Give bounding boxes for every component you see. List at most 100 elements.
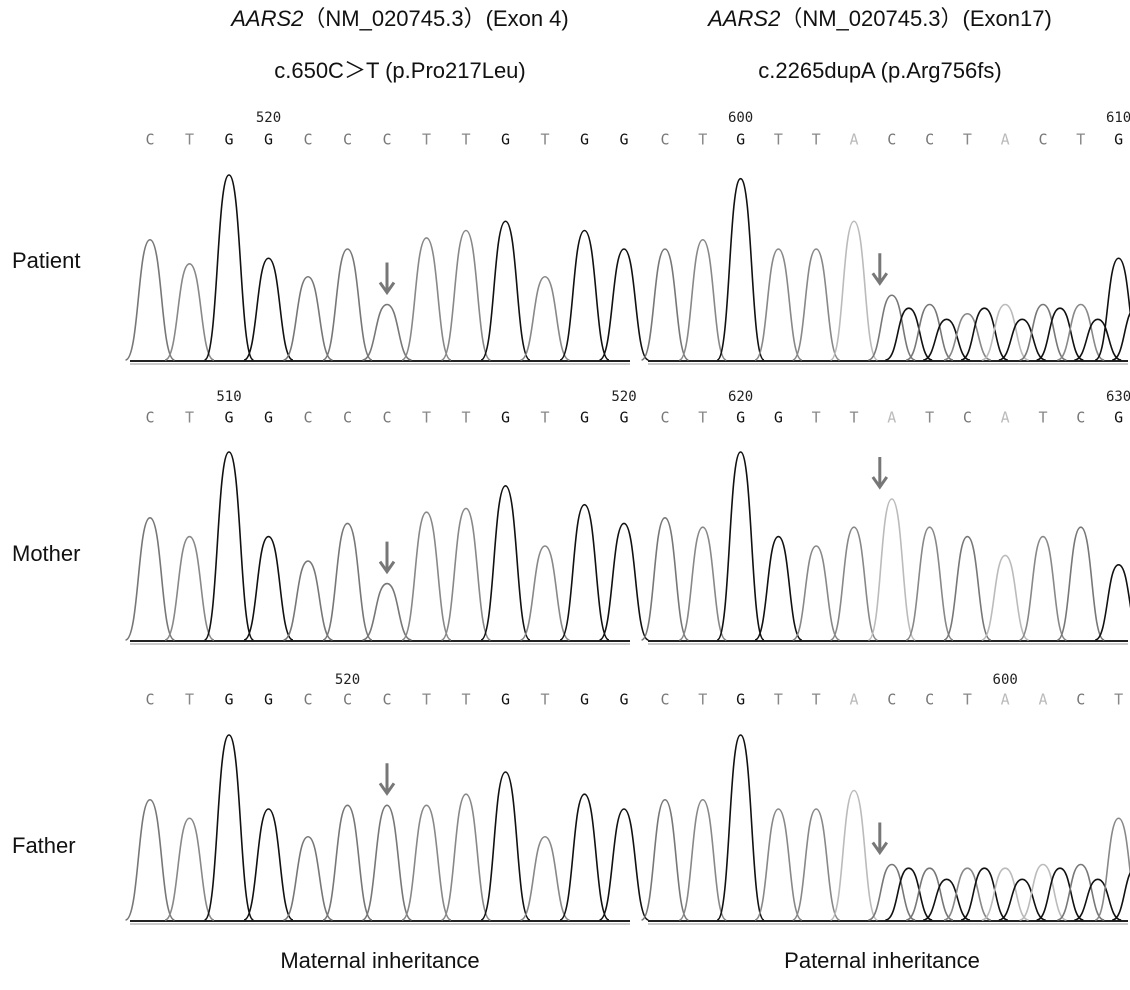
trace-peak	[982, 555, 1029, 640]
trace-peak	[831, 527, 878, 640]
base-call: C	[887, 691, 896, 709]
trace-peak	[244, 258, 293, 360]
trace-peak	[868, 865, 915, 921]
inheritance: Maternal inheritance	[280, 948, 479, 973]
base-call: T	[1076, 131, 1085, 149]
base-call: A	[887, 409, 896, 427]
arrow	[380, 542, 394, 572]
base-call: T	[1038, 409, 1047, 427]
base-call: T	[422, 691, 431, 709]
base-call: C	[963, 409, 972, 427]
base-call: C	[660, 131, 669, 149]
base-call: C	[145, 409, 154, 427]
trace-peak	[521, 277, 570, 360]
figure: AARS2（NM_020745.3）(Exon 4) c.650C＞T (p.P…	[0, 0, 1130, 985]
base-call: T	[963, 691, 972, 709]
trace-peak	[244, 537, 293, 640]
variant: c.2265dupA (p.Arg756fs)	[758, 58, 1001, 83]
base-call: T	[422, 409, 431, 427]
trace-peak	[679, 800, 726, 920]
base-call: C	[145, 131, 154, 149]
trace-peak	[600, 249, 649, 360]
trace-peak	[600, 809, 649, 920]
trace-peak	[284, 837, 333, 920]
base-call: C	[303, 691, 312, 709]
base-call: T	[1114, 691, 1123, 709]
base-call: C	[343, 131, 352, 149]
column-title: AARS2（NM_020745.3）(Exon17)	[706, 6, 1052, 31]
base-call: T	[774, 691, 783, 709]
base-call: C	[925, 131, 934, 149]
detail: （NM_020745.3）(Exon 4)	[303, 6, 568, 31]
base-call: T	[925, 409, 934, 427]
trace-peak	[679, 527, 726, 640]
arrow	[873, 823, 887, 853]
base-call: G	[736, 131, 745, 149]
base-call: G	[619, 691, 628, 709]
trace-peak	[481, 486, 530, 640]
trace-peak	[906, 305, 953, 361]
base-call: T	[698, 131, 707, 149]
trace-peak	[906, 868, 953, 920]
base-call: G	[580, 131, 589, 149]
trace-peak	[642, 249, 689, 360]
trace-peak	[1057, 305, 1104, 361]
base-call: T	[812, 131, 821, 149]
trace-peak	[1057, 527, 1104, 640]
arrow	[380, 263, 394, 293]
base-call: G	[774, 409, 783, 427]
base-call: T	[774, 131, 783, 149]
trace-peak	[126, 240, 175, 360]
trace-peak	[205, 735, 254, 920]
base-call: G	[1114, 131, 1123, 149]
base-call: T	[422, 131, 431, 149]
base-call: G	[501, 131, 510, 149]
trace-peak	[793, 809, 840, 920]
trace-peak	[717, 452, 764, 640]
base-call: C	[660, 691, 669, 709]
trace-peak	[1095, 818, 1130, 920]
trace-peak	[642, 800, 689, 920]
trace-peak	[442, 508, 491, 640]
trace-peak	[831, 221, 878, 360]
base-call: C	[343, 691, 352, 709]
base-call: G	[264, 409, 273, 427]
trace-peak	[906, 527, 953, 640]
trace-peak	[755, 249, 802, 360]
base-call: C	[303, 409, 312, 427]
trace-peak	[402, 512, 451, 640]
base-call: C	[382, 409, 391, 427]
trace-peak	[363, 805, 412, 920]
trace-peak	[363, 305, 412, 361]
detail: （NM_020745.3）(Exon17)	[780, 6, 1051, 31]
trace-peak-secondary	[961, 868, 1008, 920]
gene: AARS2	[706, 6, 780, 31]
row-label: Father	[12, 833, 76, 858]
trace-peak	[679, 240, 726, 360]
gene: AARS2	[229, 6, 303, 31]
trace-peak	[944, 868, 991, 920]
base-call: T	[812, 409, 821, 427]
base-call: A	[1001, 409, 1010, 427]
trace-peak	[642, 518, 689, 640]
base-call: C	[660, 409, 669, 427]
trace-peak	[755, 537, 802, 640]
trace-peak	[560, 505, 609, 640]
trace-peak	[323, 249, 372, 360]
position-number: 510	[216, 389, 241, 405]
base-call: G	[501, 409, 510, 427]
base-call: G	[224, 131, 233, 149]
trace-peak	[793, 249, 840, 360]
trace-peak	[717, 179, 764, 360]
trace-peak	[868, 499, 915, 640]
position-number: 520	[256, 110, 281, 126]
trace-peak	[1057, 865, 1104, 921]
trace-peak	[560, 231, 609, 361]
trace-peak	[205, 175, 254, 360]
base-call: G	[224, 691, 233, 709]
trace-peak	[521, 546, 570, 640]
base-call: C	[382, 691, 391, 709]
base-call: G	[619, 131, 628, 149]
base-call: T	[812, 691, 821, 709]
trace-peak	[600, 523, 649, 640]
